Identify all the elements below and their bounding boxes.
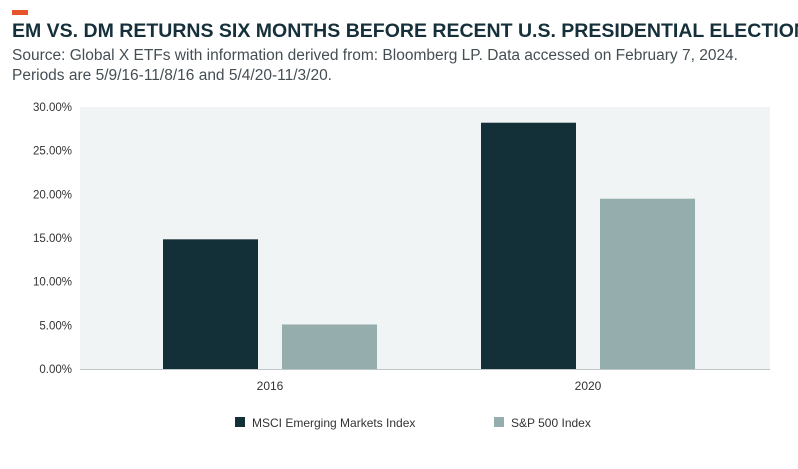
bar-2020-em: [481, 122, 576, 369]
y-tick-label: 5.00%: [39, 320, 72, 332]
bars: [163, 122, 695, 369]
legend: MSCI Emerging Markets Index S&P 500 Index: [235, 416, 591, 430]
legend-label: MSCI Emerging Markets Index: [252, 416, 415, 430]
y-tick-label: 10.00%: [33, 277, 72, 289]
chart-subtitle: Source: Global X ETFs with information d…: [12, 47, 738, 84]
x-category-label: 2016: [257, 379, 284, 393]
chart-title: EM VS. DM RETURNS SIX MONTHS BEFORE RECE…: [12, 20, 798, 42]
legend-swatch: [235, 417, 245, 427]
y-tick-label: 25.00%: [33, 146, 72, 158]
legend-swatch: [494, 417, 504, 427]
legend-label: S&P 500 Index: [511, 416, 591, 430]
y-tick-label: 0.00%: [39, 364, 72, 376]
x-axis-labels: 2016 2020: [257, 379, 602, 393]
x-category-label: 2020: [575, 379, 602, 393]
y-tick-label: 15.00%: [33, 233, 72, 245]
accent-bar: [12, 10, 28, 15]
y-tick-label: 20.00%: [33, 189, 72, 201]
bar-2016-em: [163, 239, 258, 369]
bar-2020-sp500: [600, 198, 695, 369]
y-tick-label: 30.00%: [33, 102, 72, 114]
y-axis-ticks: 0.00% 5.00% 10.00% 15.00% 20.00% 25.00% 30.00%: [33, 102, 72, 376]
bar-2016-sp500: [282, 324, 377, 369]
